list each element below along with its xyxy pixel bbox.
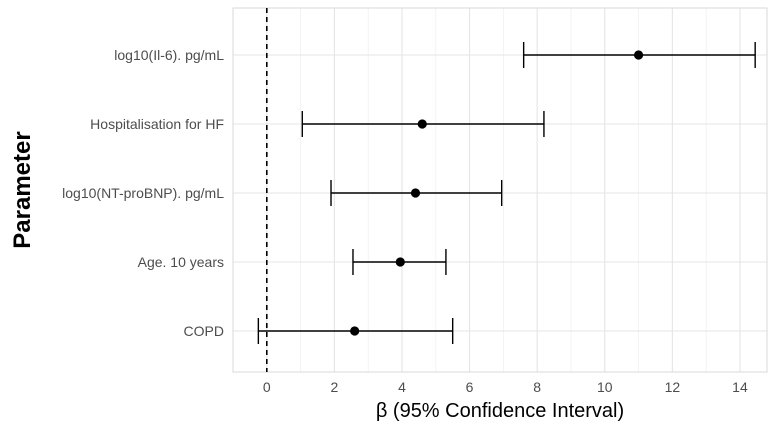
- x-tick-labels: 0 2 4 6 8 10 12 14: [263, 379, 748, 395]
- y-tick-label: COPD: [184, 323, 224, 339]
- y-tick-label: Hospitalisation for HF: [90, 116, 224, 132]
- x-tick-label: 0: [263, 379, 271, 395]
- point-estimate: [633, 50, 644, 60]
- x-tick-label: 12: [665, 379, 681, 395]
- x-tick-label: 8: [533, 379, 541, 395]
- y-tick-label: log10(NT-proBNP). pg/mL: [62, 185, 224, 201]
- x-tick-label: 2: [330, 379, 338, 395]
- x-tick-label: 14: [732, 379, 748, 395]
- point-estimates: [350, 50, 644, 336]
- y-tick-label: Age. 10 years: [138, 254, 224, 270]
- x-tick-label: 4: [398, 379, 406, 395]
- y-tick-labels: log10(Il-6). pg/mL Hospitalisation for HF…: [62, 47, 224, 339]
- point-estimate: [410, 188, 421, 198]
- major-gridlines: [233, 8, 767, 372]
- point-estimate: [417, 119, 427, 129]
- point-estimate: [350, 326, 360, 336]
- y-tick-label: log10(Il-6). pg/mL: [114, 47, 224, 63]
- x-tick-label: 10: [597, 379, 613, 395]
- x-tick-label: 6: [466, 379, 474, 395]
- minor-gridlines: [232, 8, 707, 372]
- point-estimate: [395, 257, 405, 267]
- plot-panel-border: [232, 7, 768, 373]
- x-axis-title: β (95% Confidence Interval): [376, 400, 624, 422]
- y-axis-title: Parameter: [9, 131, 36, 248]
